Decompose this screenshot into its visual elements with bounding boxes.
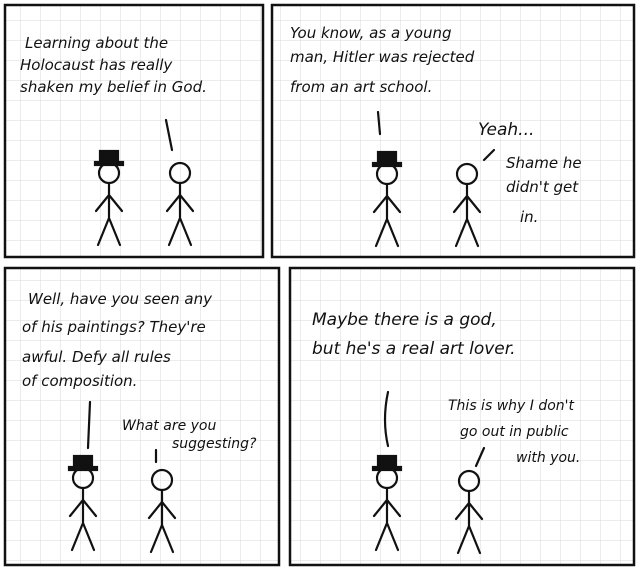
panel-1-dialogue: Learning about the Holocaust has really … [20,34,207,96]
panel-3-dialogue: Well, have you seen any of his paintings… [22,290,217,390]
panel-2-reply: Yeah... Shame he didn't get in. [478,120,586,226]
panel-1: Learning about the Holocaust has really … [3,3,265,259]
panel-3-reply: What are you suggesting? [122,418,257,452]
panel-4-dialogue: Maybe there is a god, but he's a real ar… [312,310,516,359]
panel-2: You know, as a young man, Hitler was rej… [270,3,636,259]
panel-4: Maybe there is a god, but he's a real ar… [288,266,636,567]
panel-2-dialogue: You know, as a young man, Hitler was rej… [290,24,479,96]
panel-3: Well, have you seen any of his paintings… [3,266,281,567]
panel-4-reply: This is why I don't go out in public wit… [448,398,580,466]
